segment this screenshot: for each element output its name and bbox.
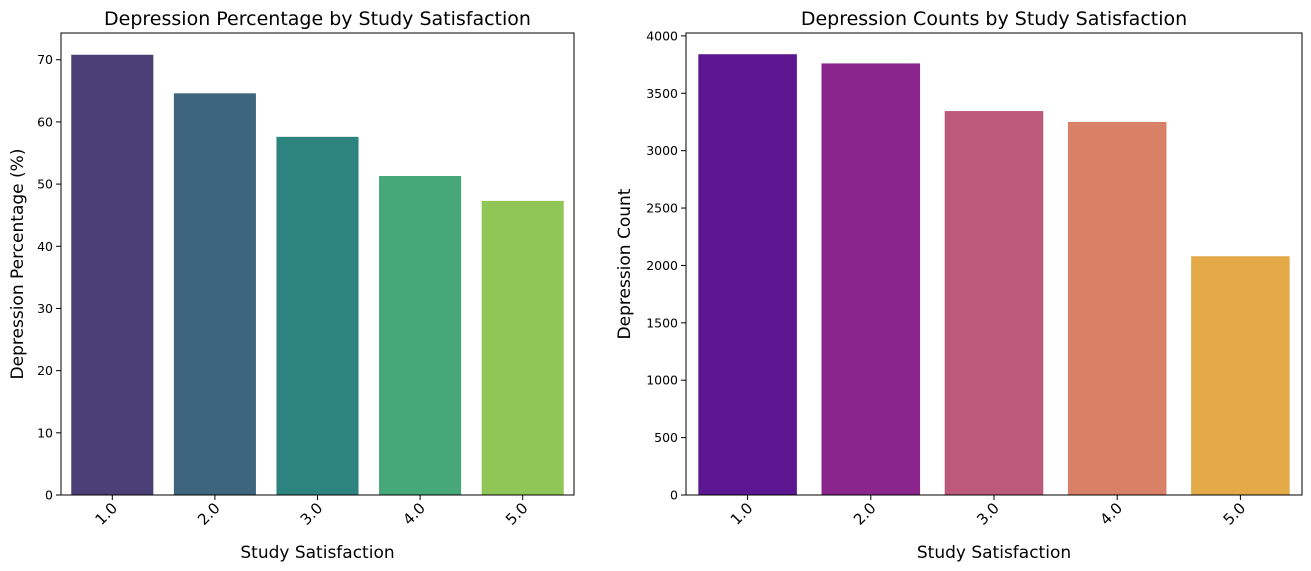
x-tick-label: 2.0: [850, 499, 880, 529]
bar-group: [71, 54, 564, 495]
x-axis: 1.0 2.0 3.0 4.0 5.0: [92, 495, 532, 529]
y-tick-label: 3000: [646, 143, 678, 158]
y-tick-label: 60: [37, 114, 53, 129]
x-tick-label: 4.0: [1096, 499, 1126, 529]
y-tick-label: 2000: [646, 258, 678, 273]
y-tick-label: 30: [37, 301, 53, 316]
y-tick-label: 3500: [646, 86, 678, 101]
y-tick-label: 2500: [646, 201, 678, 216]
bar-2.0: [173, 93, 256, 495]
x-tick-label: 2.0: [194, 499, 224, 529]
bar-4.0: [379, 176, 462, 495]
bar-1.0: [71, 54, 154, 495]
plot-frame: [685, 32, 1303, 496]
x-tick-label: 1.0: [727, 499, 757, 529]
bar-5.0: [1191, 256, 1290, 495]
bar-4.0: [1067, 121, 1167, 496]
bar-2.0: [821, 63, 921, 496]
bar-group: [698, 54, 1290, 496]
y-tick-label: 70: [37, 52, 53, 67]
y-tick-label: 20: [37, 363, 53, 378]
y-tick-label: 10: [37, 425, 53, 440]
x-tick-label: 5.0: [502, 499, 532, 529]
x-tick-label: 3.0: [973, 499, 1003, 529]
x-tick-label: 3.0: [297, 499, 327, 529]
y-axis: 0 10 20 30 40 50 60 70: [37, 52, 61, 503]
y-tick-label: 0: [45, 488, 53, 503]
bar-3.0: [944, 111, 1044, 495]
y-axis: 0 500 1000 1500 2000 2500 3000 3500 4000: [646, 28, 686, 503]
x-tick-label: 5.0: [1220, 499, 1250, 529]
y-tick-label: 1500: [646, 315, 678, 330]
x-tick-label: 1.0: [92, 499, 122, 529]
chart-title: Depression Percentage by Study Satisfact…: [104, 8, 531, 30]
y-tick-label: 4000: [646, 28, 678, 43]
bar-5.0: [481, 200, 564, 495]
y-axis-label: Depression Percentage (%): [8, 149, 28, 380]
plot-frame: [60, 32, 575, 496]
chart-percentage-panel: Depression Percentage by Study Satisfact…: [8, 8, 575, 563]
bar-3.0: [276, 136, 359, 495]
x-axis: 1.0 2.0 3.0 4.0 5.0: [727, 495, 1249, 529]
y-tick-label: 500: [654, 430, 678, 445]
y-tick-label: 50: [37, 177, 53, 192]
x-axis-label: Study Satisfaction: [917, 543, 1071, 563]
x-axis-label: Study Satisfaction: [240, 543, 394, 563]
bar-1.0: [698, 54, 797, 496]
x-tick-label: 4.0: [399, 499, 429, 529]
y-tick-label: 0: [670, 488, 678, 503]
chart-title: Depression Counts by Study Satisfaction: [801, 8, 1187, 30]
y-axis-label: Depression Count: [615, 188, 635, 339]
chart-counts-panel: Depression Counts by Study Satisfaction …: [615, 8, 1303, 563]
y-tick-label: 40: [37, 239, 53, 254]
y-tick-label: 1000: [646, 373, 678, 388]
